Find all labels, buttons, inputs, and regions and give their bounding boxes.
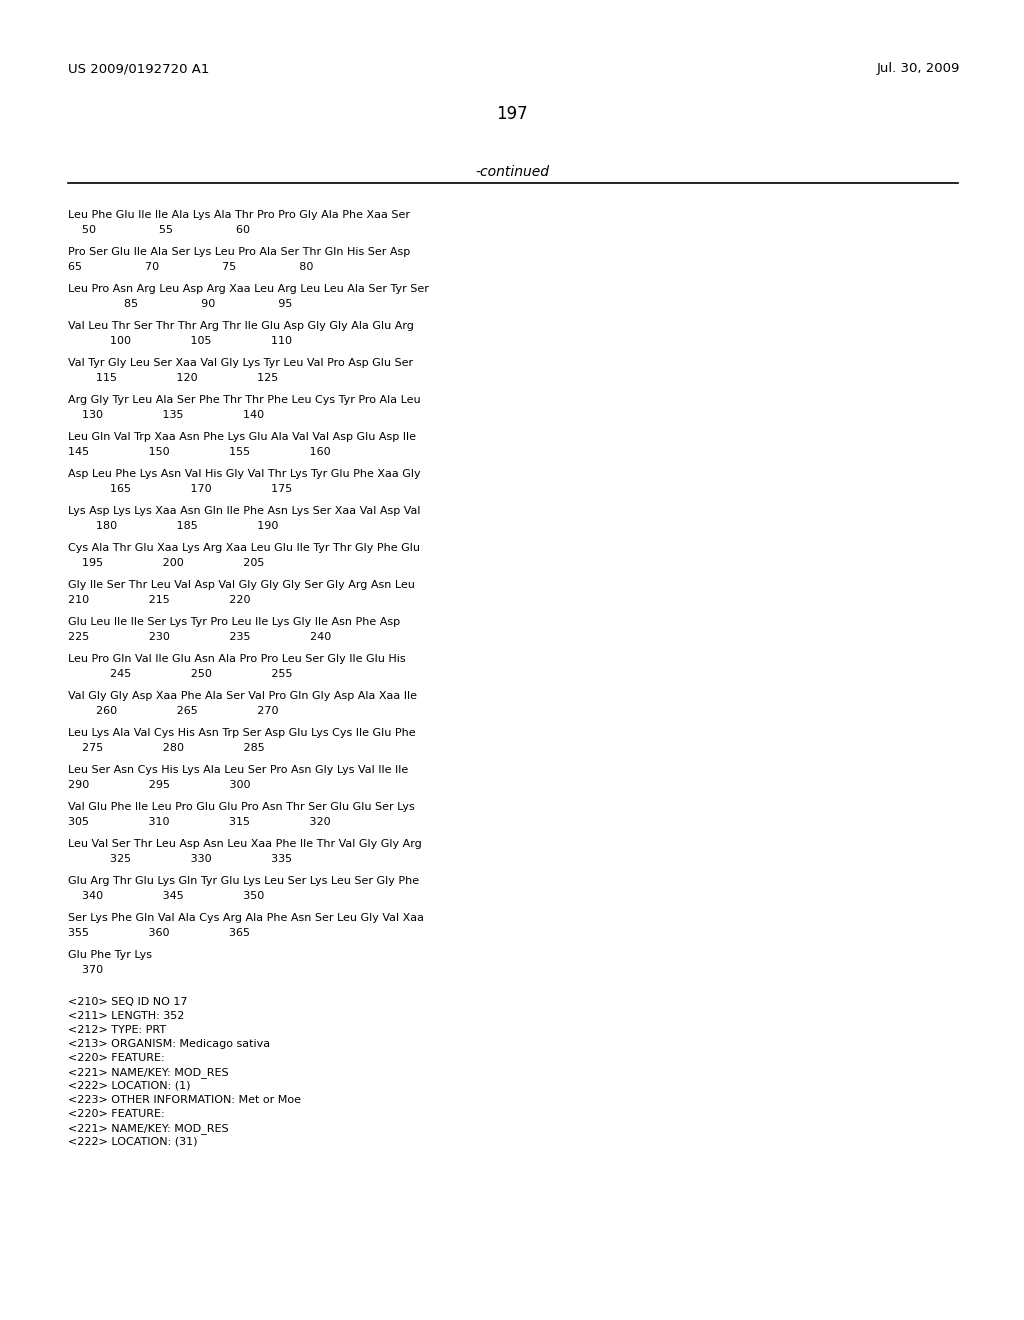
Text: 210                 215                 220: 210 215 220 xyxy=(68,595,251,605)
Text: 115                 120                 125: 115 120 125 xyxy=(68,374,279,383)
Text: Leu Phe Glu Ile Ile Ala Lys Ala Thr Pro Pro Gly Ala Phe Xaa Ser: Leu Phe Glu Ile Ile Ala Lys Ala Thr Pro … xyxy=(68,210,410,220)
Text: <223> OTHER INFORMATION: Met or Moe: <223> OTHER INFORMATION: Met or Moe xyxy=(68,1096,301,1105)
Text: 245                 250                 255: 245 250 255 xyxy=(68,669,293,678)
Text: Gly Ile Ser Thr Leu Val Asp Val Gly Gly Gly Ser Gly Arg Asn Leu: Gly Ile Ser Thr Leu Val Asp Val Gly Gly … xyxy=(68,579,415,590)
Text: <222> LOCATION: (31): <222> LOCATION: (31) xyxy=(68,1137,198,1147)
Text: 50                  55                  60: 50 55 60 xyxy=(68,224,250,235)
Text: US 2009/0192720 A1: US 2009/0192720 A1 xyxy=(68,62,209,75)
Text: 100                 105                 110: 100 105 110 xyxy=(68,337,292,346)
Text: Leu Lys Ala Val Cys His Asn Trp Ser Asp Glu Lys Cys Ile Glu Phe: Leu Lys Ala Val Cys His Asn Trp Ser Asp … xyxy=(68,729,416,738)
Text: <220> FEATURE:: <220> FEATURE: xyxy=(68,1053,165,1063)
Text: 197: 197 xyxy=(497,106,527,123)
Text: 290                 295                 300: 290 295 300 xyxy=(68,780,251,789)
Text: Arg Gly Tyr Leu Ala Ser Phe Thr Thr Phe Leu Cys Tyr Pro Ala Leu: Arg Gly Tyr Leu Ala Ser Phe Thr Thr Phe … xyxy=(68,395,421,405)
Text: 370: 370 xyxy=(68,965,103,975)
Text: 260                 265                 270: 260 265 270 xyxy=(68,706,279,715)
Text: Ser Lys Phe Gln Val Ala Cys Arg Ala Phe Asn Ser Leu Gly Val Xaa: Ser Lys Phe Gln Val Ala Cys Arg Ala Phe … xyxy=(68,913,424,923)
Text: Lys Asp Lys Lys Xaa Asn Gln Ile Phe Asn Lys Ser Xaa Val Asp Val: Lys Asp Lys Lys Xaa Asn Gln Ile Phe Asn … xyxy=(68,506,421,516)
Text: Leu Ser Asn Cys His Lys Ala Leu Ser Pro Asn Gly Lys Val Ile Ile: Leu Ser Asn Cys His Lys Ala Leu Ser Pro … xyxy=(68,766,409,775)
Text: <210> SEQ ID NO 17: <210> SEQ ID NO 17 xyxy=(68,997,187,1007)
Text: <220> FEATURE:: <220> FEATURE: xyxy=(68,1109,165,1119)
Text: 165                 170                 175: 165 170 175 xyxy=(68,484,292,494)
Text: Asp Leu Phe Lys Asn Val His Gly Val Thr Lys Tyr Glu Phe Xaa Gly: Asp Leu Phe Lys Asn Val His Gly Val Thr … xyxy=(68,469,421,479)
Text: 355                 360                 365: 355 360 365 xyxy=(68,928,250,939)
Text: Val Gly Gly Asp Xaa Phe Ala Ser Val Pro Gln Gly Asp Ala Xaa Ile: Val Gly Gly Asp Xaa Phe Ala Ser Val Pro … xyxy=(68,690,417,701)
Text: Leu Gln Val Trp Xaa Asn Phe Lys Glu Ala Val Val Asp Glu Asp Ile: Leu Gln Val Trp Xaa Asn Phe Lys Glu Ala … xyxy=(68,432,416,442)
Text: Leu Pro Asn Arg Leu Asp Arg Xaa Leu Arg Leu Leu Ala Ser Tyr Ser: Leu Pro Asn Arg Leu Asp Arg Xaa Leu Arg … xyxy=(68,284,429,294)
Text: <212> TYPE: PRT: <212> TYPE: PRT xyxy=(68,1026,166,1035)
Text: Glu Phe Tyr Lys: Glu Phe Tyr Lys xyxy=(68,950,152,960)
Text: 275                 280                 285: 275 280 285 xyxy=(68,743,265,752)
Text: Leu Val Ser Thr Leu Asp Asn Leu Xaa Phe Ile Thr Val Gly Gly Arg: Leu Val Ser Thr Leu Asp Asn Leu Xaa Phe … xyxy=(68,840,422,849)
Text: 85                  90                  95: 85 90 95 xyxy=(68,300,293,309)
Text: Cys Ala Thr Glu Xaa Lys Arg Xaa Leu Glu Ile Tyr Thr Gly Phe Glu: Cys Ala Thr Glu Xaa Lys Arg Xaa Leu Glu … xyxy=(68,543,420,553)
Text: 340                 345                 350: 340 345 350 xyxy=(68,891,264,902)
Text: <213> ORGANISM: Medicago sativa: <213> ORGANISM: Medicago sativa xyxy=(68,1039,270,1049)
Text: <222> LOCATION: (1): <222> LOCATION: (1) xyxy=(68,1081,190,1092)
Text: Jul. 30, 2009: Jul. 30, 2009 xyxy=(877,62,961,75)
Text: 130                 135                 140: 130 135 140 xyxy=(68,411,264,420)
Text: Val Leu Thr Ser Thr Thr Arg Thr Ile Glu Asp Gly Gly Ala Glu Arg: Val Leu Thr Ser Thr Thr Arg Thr Ile Glu … xyxy=(68,321,414,331)
Text: Glu Leu Ile Ile Ser Lys Tyr Pro Leu Ile Lys Gly Ile Asn Phe Asp: Glu Leu Ile Ile Ser Lys Tyr Pro Leu Ile … xyxy=(68,616,400,627)
Text: Val Tyr Gly Leu Ser Xaa Val Gly Lys Tyr Leu Val Pro Asp Glu Ser: Val Tyr Gly Leu Ser Xaa Val Gly Lys Tyr … xyxy=(68,358,413,368)
Text: Pro Ser Glu Ile Ala Ser Lys Leu Pro Ala Ser Thr Gln His Ser Asp: Pro Ser Glu Ile Ala Ser Lys Leu Pro Ala … xyxy=(68,247,411,257)
Text: 325                 330                 335: 325 330 335 xyxy=(68,854,292,865)
Text: 195                 200                 205: 195 200 205 xyxy=(68,558,264,568)
Text: -continued: -continued xyxy=(475,165,549,180)
Text: <211> LENGTH: 352: <211> LENGTH: 352 xyxy=(68,1011,184,1020)
Text: Leu Pro Gln Val Ile Glu Asn Ala Pro Pro Leu Ser Gly Ile Glu His: Leu Pro Gln Val Ile Glu Asn Ala Pro Pro … xyxy=(68,653,406,664)
Text: <221> NAME/KEY: MOD_RES: <221> NAME/KEY: MOD_RES xyxy=(68,1067,228,1078)
Text: 145                 150                 155                 160: 145 150 155 160 xyxy=(68,447,331,457)
Text: 305                 310                 315                 320: 305 310 315 320 xyxy=(68,817,331,828)
Text: 180                 185                 190: 180 185 190 xyxy=(68,521,279,531)
Text: <221> NAME/KEY: MOD_RES: <221> NAME/KEY: MOD_RES xyxy=(68,1123,228,1134)
Text: 225                 230                 235                 240: 225 230 235 240 xyxy=(68,632,331,642)
Text: Glu Arg Thr Glu Lys Gln Tyr Glu Lys Leu Ser Lys Leu Ser Gly Phe: Glu Arg Thr Glu Lys Gln Tyr Glu Lys Leu … xyxy=(68,876,419,886)
Text: 65                  70                  75                  80: 65 70 75 80 xyxy=(68,261,313,272)
Text: Val Glu Phe Ile Leu Pro Glu Glu Pro Asn Thr Ser Glu Glu Ser Lys: Val Glu Phe Ile Leu Pro Glu Glu Pro Asn … xyxy=(68,803,415,812)
